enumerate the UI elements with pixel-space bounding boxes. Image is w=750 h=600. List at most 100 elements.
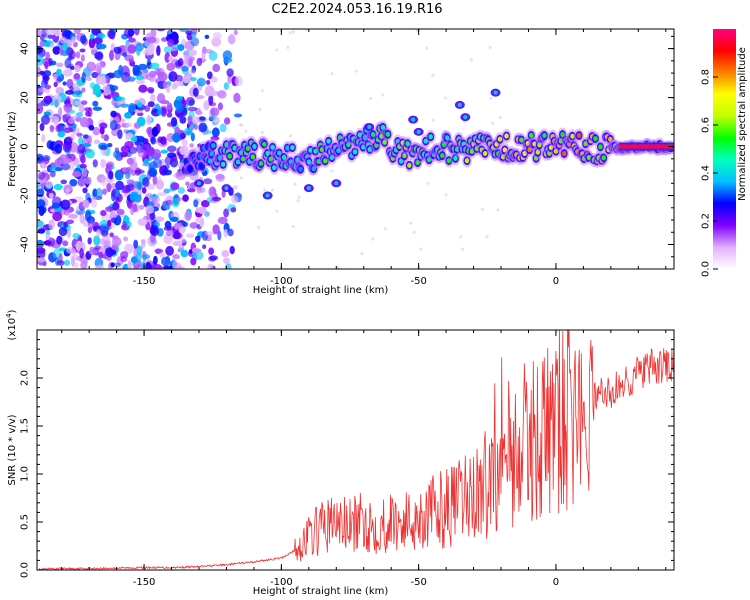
signal-blob: [482, 150, 488, 156]
noise-blob: [122, 52, 128, 57]
signal-blob: [290, 145, 295, 151]
noise-blob: [381, 93, 385, 97]
x-tick-label: 0: [553, 577, 559, 588]
noise-blob: [63, 141, 72, 150]
noise-blob: [127, 183, 134, 188]
noise-blob: [293, 182, 297, 186]
noise-blob: [296, 199, 300, 203]
signal-blob: [504, 133, 509, 139]
noise-blob: [176, 265, 186, 269]
noise-blob: [53, 183, 63, 191]
noise-blob: [69, 178, 78, 187]
noise-blob: [126, 200, 133, 209]
noise-blob: [124, 111, 132, 119]
noise-blob: [114, 52, 121, 61]
noise-blob: [286, 45, 290, 49]
noise-blob: [166, 204, 171, 210]
spectrogram-frame: [36, 28, 675, 270]
signal-blob: [337, 135, 343, 141]
noise-blob: [183, 127, 193, 136]
noise-blob: [154, 216, 165, 222]
noise-blob: [63, 128, 71, 134]
noise-blob: [128, 60, 134, 67]
noise-blob: [37, 103, 44, 115]
y-tick-label: 1.0: [20, 466, 31, 482]
noise-blob: [202, 244, 207, 250]
noise-blob: [92, 126, 101, 136]
noise-blob: [57, 260, 65, 266]
signal-blob: [211, 143, 216, 149]
signal-blob: [570, 133, 575, 139]
signal-blob: [553, 148, 559, 154]
noise-blob: [63, 42, 68, 51]
signal-blob: [519, 137, 524, 143]
x-tick-label: 0: [553, 276, 559, 287]
noise-blob: [109, 120, 118, 131]
noise-blob: [170, 182, 180, 191]
noise-blob: [64, 58, 72, 69]
noise-blob: [190, 37, 200, 47]
noise-blob: [68, 213, 79, 219]
y-tick-label: 0.0: [20, 562, 31, 578]
noise-blob: [91, 71, 99, 79]
colorbar-tick-label: 0.6: [701, 117, 712, 133]
noise-blob: [68, 53, 73, 60]
noise-blob: [136, 245, 143, 256]
noise-blob: [219, 123, 227, 133]
noise-blob: [181, 65, 189, 72]
noise-blob: [189, 143, 194, 148]
noise-blob: [110, 110, 117, 118]
colorbar-gradient: [713, 29, 736, 269]
noise-blob: [54, 118, 59, 127]
noise-blob: [223, 208, 230, 218]
noise-blob: [227, 228, 234, 237]
noise-blob: [37, 257, 46, 263]
noise-blob: [198, 122, 208, 133]
signal-blob: [382, 139, 387, 145]
y-tick-label: 40: [20, 42, 31, 55]
noise-blob: [166, 112, 173, 118]
noise-blob: [98, 251, 104, 259]
noise-blob: [291, 30, 295, 34]
noise-blob: [105, 75, 111, 86]
noise-blob: [105, 247, 113, 258]
noise-blob: [196, 77, 206, 87]
noise-blob: [203, 178, 213, 185]
signal-blob: [583, 141, 588, 147]
signal-blob: [445, 135, 450, 141]
signal-blob: [336, 148, 341, 154]
noise-blob: [166, 145, 177, 153]
noise-blob: [78, 136, 84, 146]
signal-blob: [464, 158, 470, 164]
signal-blob: [529, 132, 534, 138]
noise-blob: [124, 243, 134, 254]
noise-blob: [79, 163, 87, 169]
noise-blob: [138, 84, 148, 93]
noise-blob: [138, 204, 145, 210]
x-axis-label: Height of straight line (km): [253, 586, 389, 597]
noise-blob: [190, 257, 197, 266]
noise-blob: [52, 46, 61, 55]
noise-blob: [58, 154, 69, 165]
noise-blob: [95, 62, 103, 74]
spectrogram-image: [37, 29, 674, 269]
noise-blob: [87, 135, 92, 145]
noise-blob: [412, 230, 416, 234]
noise-blob: [60, 199, 71, 210]
noise-blob: [63, 259, 71, 266]
noise-blob: [144, 105, 151, 112]
noise-blob: [38, 205, 45, 217]
noise-blob: [173, 230, 180, 240]
signal-blob: [370, 131, 376, 137]
signal-blob: [268, 156, 274, 162]
x-tick-label: -150: [133, 276, 156, 287]
noise-blob: [98, 75, 107, 85]
noise-blob: [59, 36, 67, 44]
noise-blob: [425, 46, 429, 50]
noise-blob: [82, 199, 90, 208]
noise-blob: [461, 247, 465, 251]
noise-blob: [63, 103, 73, 111]
noise-blob: [48, 57, 53, 67]
noise-blob: [239, 176, 243, 180]
y-tick-label: 1.5: [20, 418, 31, 434]
